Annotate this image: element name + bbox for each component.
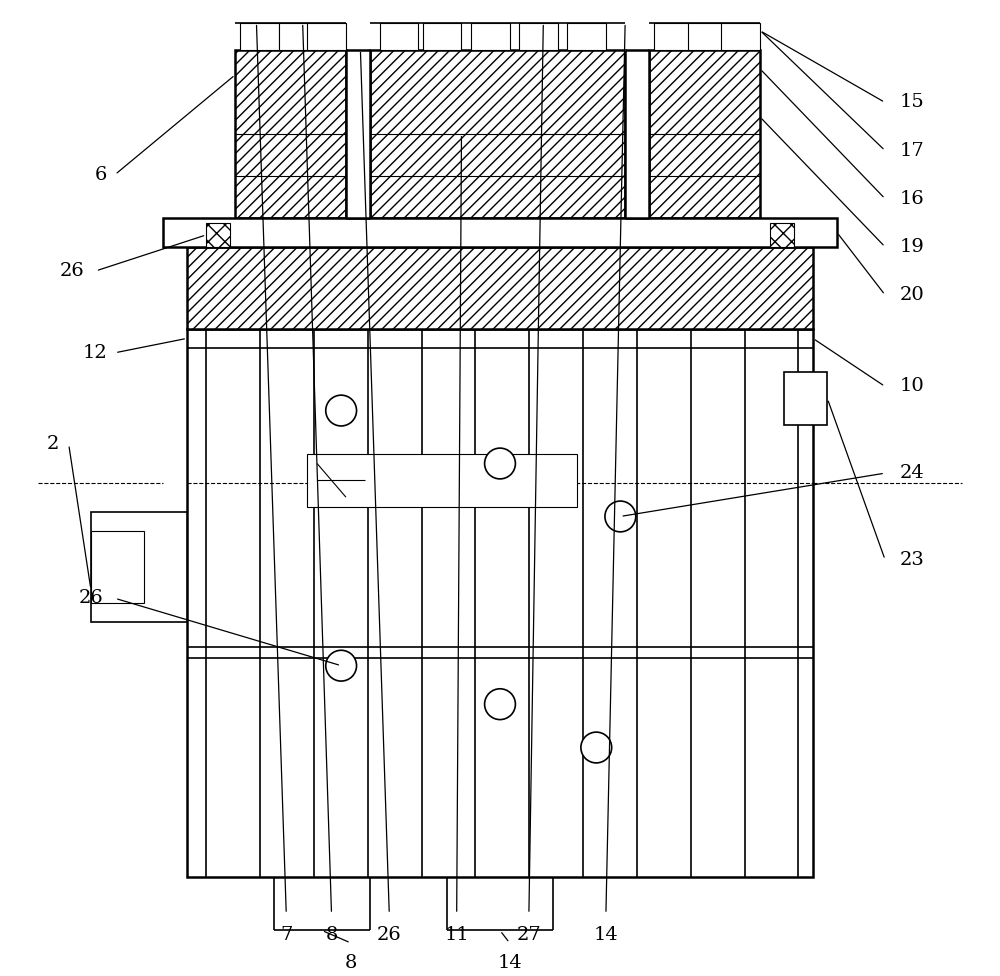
Bar [206,223,230,247]
Bar [91,531,144,603]
Text: 23: 23 [900,550,924,569]
Bar [91,511,187,623]
Text: 19: 19 [900,238,924,256]
Text: 24: 24 [900,465,924,482]
Circle shape [605,501,636,532]
Text: 10: 10 [900,378,924,395]
Text: 27: 27 [517,925,541,944]
Text: 15: 15 [900,94,924,111]
Bar [187,329,813,877]
Bar [471,22,510,50]
Text: 2: 2 [47,435,59,453]
Bar [688,22,726,50]
Bar [163,218,837,247]
Text: 8: 8 [345,955,357,972]
Text: 17: 17 [900,142,924,160]
Bar [423,22,461,50]
Circle shape [326,395,357,426]
Bar [307,22,346,50]
Bar [770,223,794,247]
Bar [380,22,418,50]
Circle shape [485,689,515,719]
Text: 26: 26 [79,590,103,607]
Text: 16: 16 [900,189,924,208]
Bar [235,50,346,218]
Text: 6: 6 [95,166,107,183]
Circle shape [581,732,612,763]
Text: 14: 14 [594,925,618,944]
Text: 26: 26 [59,262,84,280]
Bar [784,372,827,425]
Text: 20: 20 [900,286,924,304]
Circle shape [326,650,357,681]
Text: 8: 8 [325,925,338,944]
Bar [346,50,370,218]
Text: 11: 11 [444,925,469,944]
Bar [721,22,760,50]
Bar [187,247,813,329]
Text: 26: 26 [377,925,402,944]
Bar [240,22,279,50]
Bar [654,22,693,50]
Circle shape [485,448,515,479]
Bar [649,50,760,218]
Bar [625,50,649,218]
Bar [279,22,317,50]
Bar [567,22,606,50]
Text: 7: 7 [280,925,292,944]
Bar [370,50,625,218]
Text: 14: 14 [497,955,522,972]
Bar [519,22,558,50]
Bar [307,454,577,507]
Text: 12: 12 [82,344,107,362]
